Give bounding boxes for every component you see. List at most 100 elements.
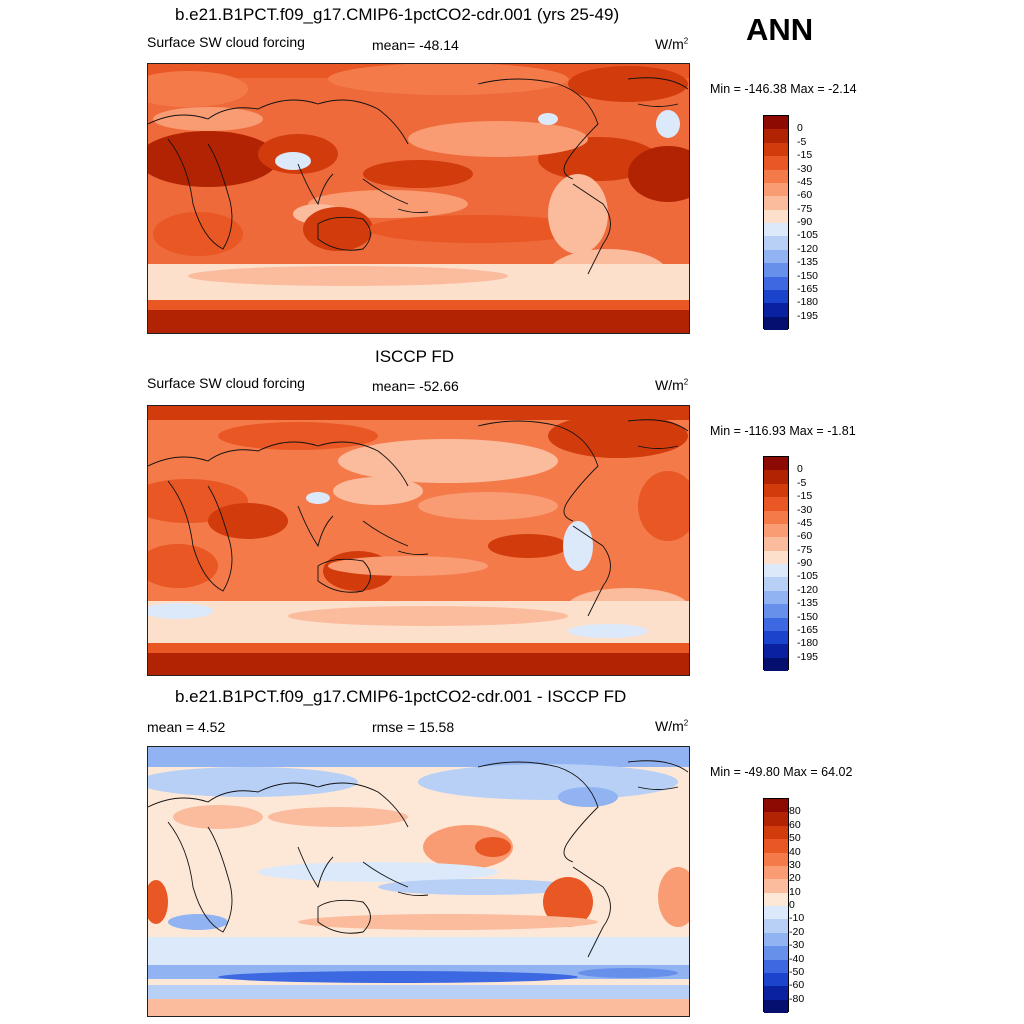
colorbar-tick-label: -120 bbox=[797, 242, 819, 255]
colorbar-swatch bbox=[764, 470, 788, 484]
colorbar-swatch bbox=[764, 263, 788, 277]
colorbar-tick-label: -20 bbox=[789, 925, 805, 938]
colorbar-swatch bbox=[764, 892, 788, 906]
colorbar-swatch bbox=[764, 865, 788, 880]
colorbar-tick-label: -15 bbox=[797, 149, 813, 162]
panel2-colorbar bbox=[763, 456, 789, 671]
colorbar-tick-label: -5 bbox=[797, 135, 807, 148]
colorbar-tick-label: -45 bbox=[797, 516, 813, 529]
colorbar-swatch bbox=[764, 986, 788, 1000]
panel1-field-label: Surface SW cloud forcing bbox=[147, 34, 305, 50]
colorbar-swatch bbox=[764, 129, 788, 143]
colorbar-tick-label: -15 bbox=[797, 490, 813, 503]
colorbar-swatch bbox=[764, 946, 788, 960]
colorbar-tick-label: 0 bbox=[797, 463, 803, 476]
colorbar-swatch bbox=[764, 510, 788, 524]
colorbar-tick-label: -195 bbox=[797, 309, 819, 322]
panel3-minmax: Min = -49.80 Max = 64.02 bbox=[710, 765, 853, 779]
colorbar-tick-label: -135 bbox=[797, 256, 819, 269]
colorbar-swatch bbox=[764, 523, 788, 538]
colorbar-swatch bbox=[764, 142, 788, 157]
panel2-field-label: Surface SW cloud forcing bbox=[147, 375, 305, 391]
colorbar-swatch bbox=[764, 644, 788, 658]
colorbar-swatch bbox=[764, 550, 788, 564]
colorbar-swatch bbox=[764, 289, 788, 304]
colorbar-tick-label: -75 bbox=[797, 202, 813, 215]
colorbar-tick-label: -165 bbox=[797, 623, 819, 636]
colorbar-tick-label: -45 bbox=[797, 175, 813, 188]
colorbar-tick-label: -60 bbox=[797, 530, 813, 543]
colorbar-tick-label: -40 bbox=[789, 952, 805, 965]
colorbar-tick-label: -60 bbox=[797, 189, 813, 202]
colorbar-tick-label: 0 bbox=[789, 899, 795, 911]
colorbar-swatch bbox=[764, 812, 788, 826]
colorbar-swatch bbox=[764, 169, 788, 183]
colorbar-tick-label: -75 bbox=[797, 543, 813, 556]
colorbar-tick-label: -105 bbox=[797, 570, 819, 583]
colorbar-tick-label: 10 bbox=[789, 885, 801, 898]
colorbar-swatch bbox=[764, 457, 788, 471]
colorbar-tick-label: -135 bbox=[797, 597, 819, 610]
colorbar-swatch bbox=[764, 303, 788, 317]
panel1-units: W/m2 bbox=[655, 36, 689, 52]
colorbar-tick-label: 80 bbox=[789, 805, 801, 818]
panel2-map bbox=[147, 405, 690, 676]
panel3-title: b.e21.B1PCT.f09_g17.CMIP6-1pctCO2-cdr.00… bbox=[175, 687, 627, 706]
colorbar-tick-label: -80 bbox=[789, 992, 805, 1005]
colorbar-tick-label: 0 bbox=[797, 122, 803, 135]
colorbar-swatch bbox=[764, 932, 788, 947]
colorbar-tick-label: -5 bbox=[797, 476, 807, 489]
colorbar-tick-label: -165 bbox=[797, 282, 819, 295]
colorbar-swatch bbox=[764, 182, 788, 197]
colorbar-tick-label: 40 bbox=[789, 845, 801, 858]
colorbar-swatch bbox=[764, 852, 788, 866]
colorbar-swatch bbox=[764, 223, 788, 237]
colorbar-tick-label: -90 bbox=[797, 216, 813, 228]
panel1-minmax: Min = -146.38 Max = -2.14 bbox=[710, 82, 857, 96]
colorbar-swatch bbox=[764, 839, 788, 853]
colorbar-swatch bbox=[764, 999, 788, 1013]
panel2-units: W/m2 bbox=[655, 377, 689, 393]
colorbar-tick-label: -10 bbox=[789, 912, 805, 925]
colorbar-swatch bbox=[764, 825, 788, 840]
colorbar-tick-label: 50 bbox=[789, 832, 801, 845]
colorbar-tick-label: -30 bbox=[797, 503, 813, 516]
colorbar-swatch bbox=[764, 906, 788, 920]
colorbar-swatch bbox=[764, 972, 788, 987]
colorbar-swatch bbox=[764, 919, 788, 933]
panel1-title: b.e21.B1PCT.f09_g17.CMIP6-1pctCO2-cdr.00… bbox=[175, 5, 620, 24]
colorbar-swatch bbox=[764, 577, 788, 591]
colorbar-tick-label: -150 bbox=[797, 269, 819, 282]
panel3-rmse: rmse = 15.58 bbox=[372, 719, 455, 735]
colorbar-swatch bbox=[764, 564, 788, 578]
colorbar-tick-label: 60 bbox=[789, 818, 801, 831]
colorbar-swatch bbox=[764, 316, 788, 330]
panel1-colorbar bbox=[763, 115, 789, 330]
colorbar-swatch bbox=[764, 537, 788, 551]
colorbar-swatch bbox=[764, 236, 788, 250]
panel1-map bbox=[147, 63, 690, 334]
colorbar-tick-label: -150 bbox=[797, 610, 819, 623]
colorbar-swatch bbox=[764, 249, 788, 264]
colorbar-tick-label: 20 bbox=[789, 872, 801, 885]
colorbar-swatch bbox=[764, 116, 788, 130]
colorbar-swatch bbox=[764, 617, 788, 631]
colorbar-tick-label: -180 bbox=[797, 296, 819, 309]
colorbar-swatch bbox=[764, 630, 788, 645]
colorbar-swatch bbox=[764, 959, 788, 973]
colorbar-swatch bbox=[764, 604, 788, 618]
panel2-title: ISCCP FD bbox=[375, 347, 455, 366]
colorbar-swatch bbox=[764, 483, 788, 498]
colorbar-swatch bbox=[764, 879, 788, 893]
panel3-colorbar bbox=[763, 798, 789, 1013]
colorbar-tick-label: -60 bbox=[789, 979, 805, 992]
colorbar-swatch bbox=[764, 590, 788, 605]
colorbar-swatch bbox=[764, 196, 788, 210]
colorbar-swatch bbox=[764, 156, 788, 170]
colorbar-swatch bbox=[764, 276, 788, 290]
colorbar-tick-label: -90 bbox=[797, 557, 813, 569]
colorbar-swatch bbox=[764, 497, 788, 511]
colorbar-swatch bbox=[764, 799, 788, 813]
colorbar-tick-label: -105 bbox=[797, 229, 819, 242]
colorbar-swatch bbox=[764, 209, 788, 223]
